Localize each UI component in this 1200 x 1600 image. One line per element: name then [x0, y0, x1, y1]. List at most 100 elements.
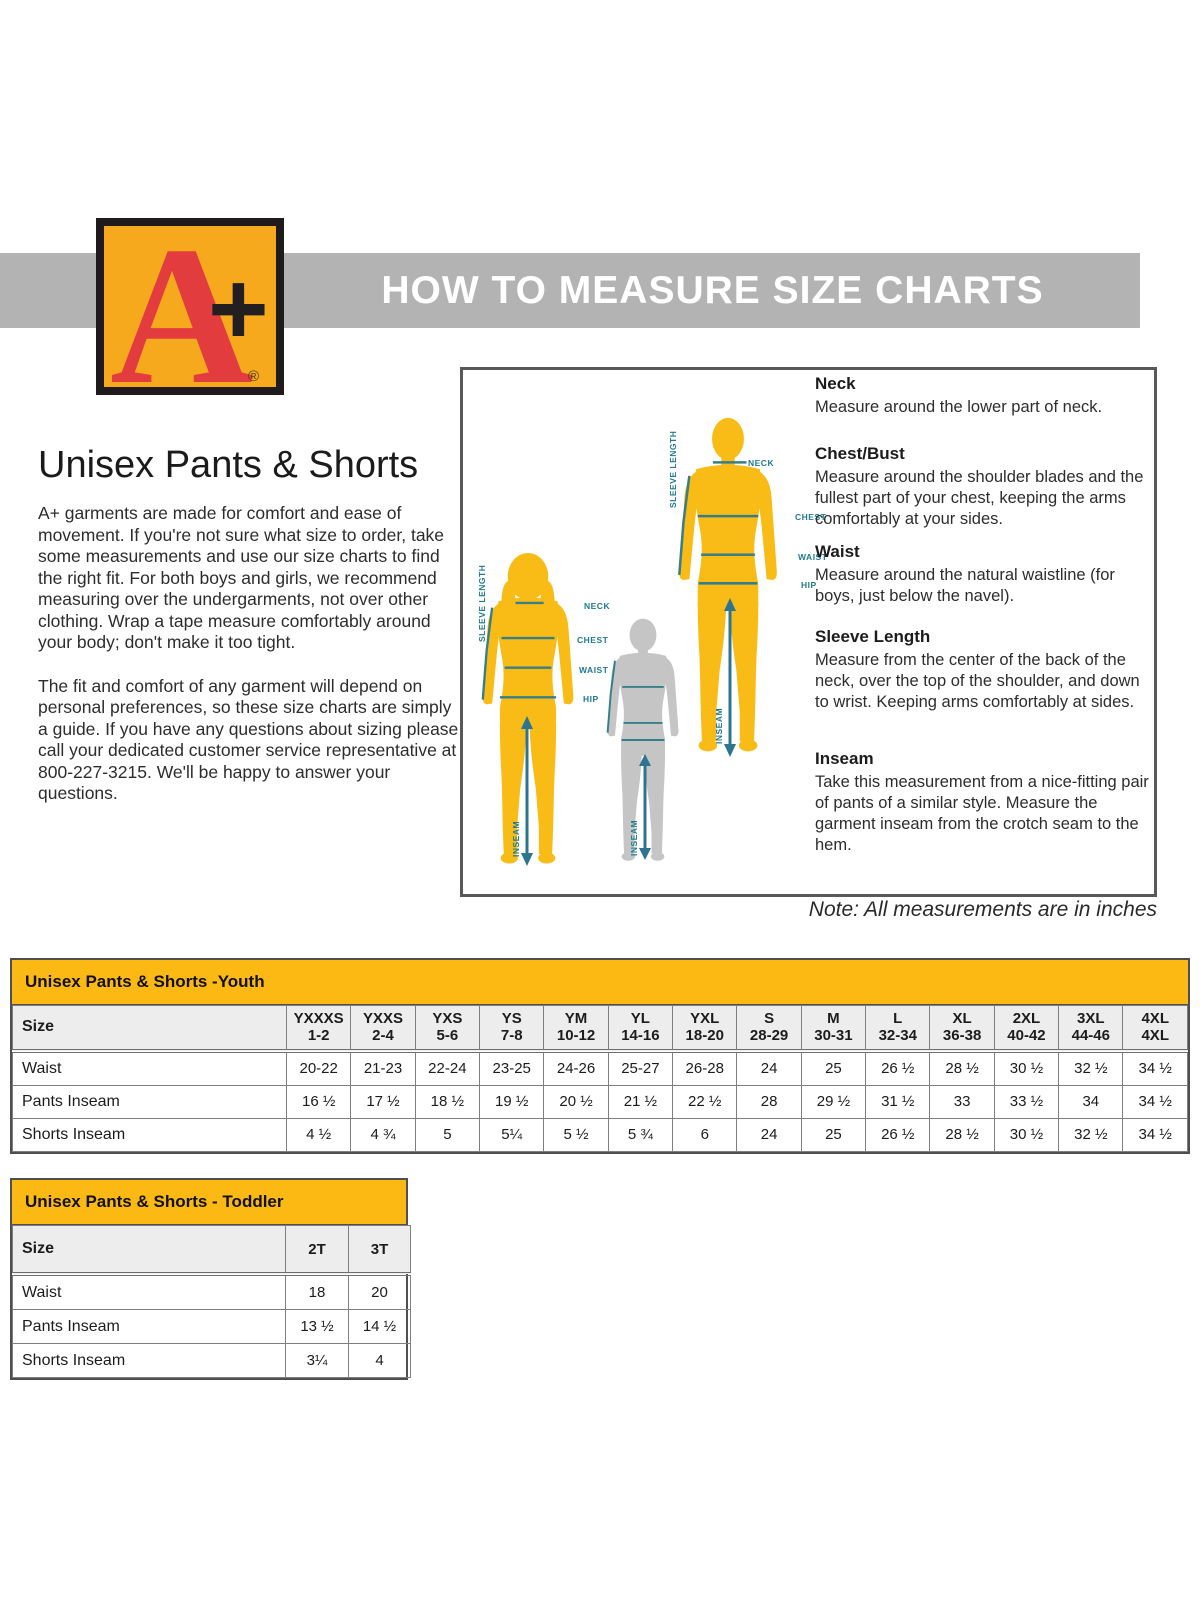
value-cell: 31 ½: [865, 1084, 931, 1119]
col-header: M 30-31: [800, 1005, 867, 1053]
female-measure-lines: [481, 601, 557, 700]
col-header: YXS 5-6: [414, 1005, 481, 1053]
brand-logo: A + ®: [96, 206, 284, 425]
guide-section-waist: Waist Measure around the natural waistli…: [815, 542, 1149, 607]
value-cell: 18 ½: [414, 1084, 481, 1119]
guide-body: Take this measurement from a nice-fittin…: [815, 773, 1149, 854]
toddler-table-title: Unisex Pants & Shorts - Toddler: [12, 1180, 406, 1225]
value-cell: 25: [800, 1117, 867, 1152]
row-label: Pants Inseam: [12, 1084, 287, 1119]
measurements-note: Note: All measurements are in inches: [808, 898, 1157, 921]
col-header: 3T: [348, 1225, 411, 1277]
guide-title: Inseam: [815, 749, 874, 768]
a-plus-logo-icon: A + ®: [96, 206, 284, 425]
intro-paragraph-1: A+ garments are made for comfort and eas…: [38, 503, 445, 652]
col-header: YXXXS 1-2: [285, 1005, 352, 1053]
value-cell: 20: [348, 1273, 411, 1311]
col-header: XL 36-38: [929, 1005, 995, 1053]
value-cell: 34 ½: [1122, 1117, 1188, 1152]
value-cell: 33 ½: [993, 1084, 1060, 1119]
child-measure-lines: [606, 660, 665, 741]
col-header: L 32-34: [865, 1005, 931, 1053]
guide-title: Waist: [815, 542, 860, 561]
table-row: Pants Inseam 16 ½ 17 ½ 18 ½ 19 ½ 20 ½ 21…: [12, 1084, 1188, 1119]
logo-plus: +: [208, 251, 269, 367]
page-title: HOW TO MEASURE SIZE CHARTS: [381, 268, 1044, 312]
value-cell: 21 ½: [607, 1084, 674, 1119]
female-figure-icon: [481, 553, 574, 864]
value-cell: 19 ½: [479, 1084, 545, 1119]
value-cell: 20-22: [285, 1050, 352, 1086]
male-chest-label: CHEST: [795, 512, 827, 522]
col-header: YL 14-16: [607, 1005, 674, 1053]
value-cell: 26-28: [672, 1050, 738, 1086]
value-cell: 17 ½: [350, 1084, 416, 1119]
guide-section-chest: Chest/Bust Measure around the shoulder b…: [815, 444, 1149, 530]
female-hip-label: HIP: [583, 694, 599, 704]
toddler-header-row: Size 2T 3T: [12, 1225, 411, 1277]
body-silhouettes-illustration: NECK CHEST WAIST HIP NECK CHEST WAIST HI…: [477, 417, 827, 866]
child-figure-icon: [606, 618, 679, 861]
value-cell: 3¼: [285, 1343, 349, 1379]
male-inseam-label: INSEAM: [714, 708, 724, 744]
youth-header-row: Size YXXXS 1-2 YXXS 2-4 YXS 5-6 YS 7-8 YM 10-…: [12, 1005, 1188, 1053]
value-cell: 5 ½: [543, 1117, 609, 1152]
intro-section: Unisex Pants & Shorts A+ garments are ma…: [38, 444, 462, 827]
child-inseam-label: INSEAM: [629, 820, 639, 856]
guide-body: Measure from the center of the back of t…: [815, 651, 1140, 711]
col-header: YM 10-12: [543, 1005, 609, 1053]
inseam-arrows: [521, 598, 736, 866]
guide-body: Measure around the lower part of neck.: [815, 398, 1103, 416]
row-label: Shorts Inseam: [12, 1343, 286, 1379]
guide-title: Sleeve Length: [815, 627, 931, 646]
logo-letter: A: [110, 218, 253, 395]
figure-measure-labels: NECK CHEST WAIST HIP NECK CHEST WAIST HI…: [477, 431, 827, 857]
value-cell: 21-23: [350, 1050, 416, 1086]
value-cell: 34 ½: [1122, 1084, 1188, 1119]
value-cell: 30 ½: [993, 1050, 1060, 1086]
youth-table-title: Unisex Pants & Shorts -Youth: [12, 960, 1188, 1005]
guide-section-neck: Neck Measure around the lower part of ne…: [815, 374, 1149, 418]
value-cell: 18: [285, 1273, 349, 1311]
col-header: YXXS 2-4: [350, 1005, 416, 1053]
col-header: 4XL 4XL: [1122, 1005, 1188, 1053]
value-cell: 13 ½: [285, 1309, 349, 1345]
value-cell: 23-25: [479, 1050, 545, 1086]
female-chest-label: CHEST: [577, 635, 609, 645]
value-cell: 6: [672, 1117, 738, 1152]
female-waist-label: WAIST: [579, 665, 609, 675]
male-hip-label: HIP: [801, 580, 817, 590]
value-cell: 22-24: [414, 1050, 481, 1086]
value-cell: 32 ½: [1058, 1117, 1124, 1152]
value-cell: 29 ½: [800, 1084, 867, 1119]
male-sleeve-length-label: SLEEVE LENGTH: [668, 431, 678, 508]
value-cell: 24: [736, 1117, 802, 1152]
intro-heading: Unisex Pants & Shorts: [38, 444, 419, 486]
value-cell: 33: [929, 1084, 995, 1119]
col-header: YS 7-8: [479, 1005, 545, 1053]
value-cell: 4 ¾: [350, 1117, 416, 1152]
guide-body: Measure around the shoulder blades and t…: [815, 468, 1144, 528]
intro-paragraph-2: The fit and comfort of any garment will …: [38, 675, 459, 804]
row-label: Pants Inseam: [12, 1309, 286, 1345]
row-label: Waist: [12, 1050, 287, 1086]
value-cell: 28: [736, 1084, 802, 1119]
value-cell: 26 ½: [865, 1117, 931, 1152]
guide-title: Neck: [815, 374, 856, 393]
row-label: Shorts Inseam: [12, 1117, 287, 1152]
value-cell: 25: [800, 1050, 867, 1086]
table-row: Shorts Inseam 3¼ 4: [12, 1343, 411, 1379]
value-cell: 34: [1058, 1084, 1124, 1119]
size-header-cell: Size: [12, 1225, 286, 1277]
col-header: 2XL 40-42: [993, 1005, 1060, 1053]
guide-body: Measure around the natural waistline (fo…: [815, 566, 1115, 605]
value-cell: 5 ¾: [607, 1117, 674, 1152]
col-header: S 28-29: [736, 1005, 802, 1053]
value-cell: 4 ½: [285, 1117, 352, 1152]
table-row: Pants Inseam 13 ½ 14 ½: [12, 1309, 411, 1345]
value-cell: 24: [736, 1050, 802, 1086]
male-figure-icon: [678, 417, 777, 752]
value-cell: 28 ½: [929, 1117, 995, 1152]
col-header: 2T: [285, 1225, 349, 1277]
